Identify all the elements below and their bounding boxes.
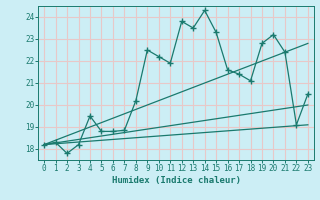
X-axis label: Humidex (Indice chaleur): Humidex (Indice chaleur): [111, 176, 241, 185]
